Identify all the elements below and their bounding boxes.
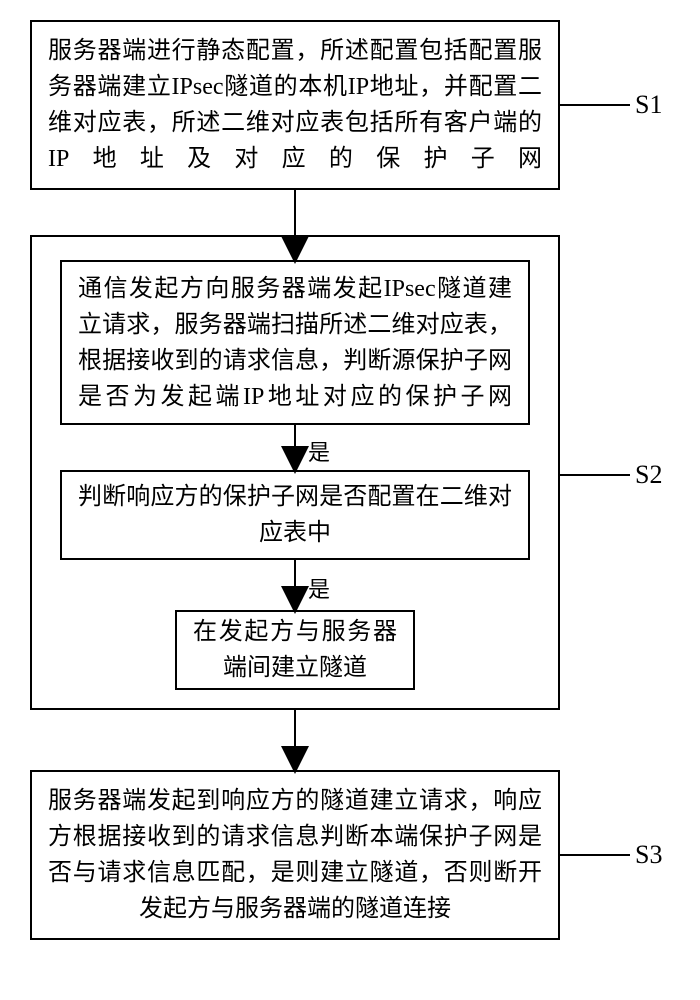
step-s3-text: 服务器端发起到响应方的隧道建立请求，响应方根据接收到的请求信息判断本端保护子网是… — [48, 783, 542, 927]
label-s3: S3 — [635, 840, 662, 870]
step-s2c-box: 在发起方与服务器端间建立隧道 — [175, 610, 415, 690]
edge-label-yes-2: 是 — [308, 572, 330, 604]
edge-label-yes-1: 是 — [308, 435, 330, 467]
step-s2b-text: 判断响应方的保护子网是否配置在二维对应表中 — [78, 479, 512, 551]
step-s2c-text: 在发起方与服务器端间建立隧道 — [193, 614, 397, 686]
step-s2a-text: 通信发起方向服务器端发起IPsec隧道建立请求，服务器端扫描所述二维对应表，根据… — [78, 271, 512, 415]
step-s1-box: 服务器端进行静态配置，所述配置包括配置服务器端建立IPsec隧道的本机IP地址，… — [30, 20, 560, 190]
step-s3-box: 服务器端发起到响应方的隧道建立请求，响应方根据接收到的请求信息判断本端保护子网是… — [30, 770, 560, 940]
label-s1: S1 — [635, 90, 662, 120]
step-s2a-box: 通信发起方向服务器端发起IPsec隧道建立请求，服务器端扫描所述二维对应表，根据… — [60, 260, 530, 425]
step-s1-text: 服务器端进行静态配置，所述配置包括配置服务器端建立IPsec隧道的本机IP地址，… — [48, 33, 542, 177]
flowchart-canvas: 服务器端进行静态配置，所述配置包括配置服务器端建立IPsec隧道的本机IP地址，… — [0, 0, 700, 1000]
label-s2: S2 — [635, 460, 662, 490]
step-s2b-box: 判断响应方的保护子网是否配置在二维对应表中 — [60, 470, 530, 560]
